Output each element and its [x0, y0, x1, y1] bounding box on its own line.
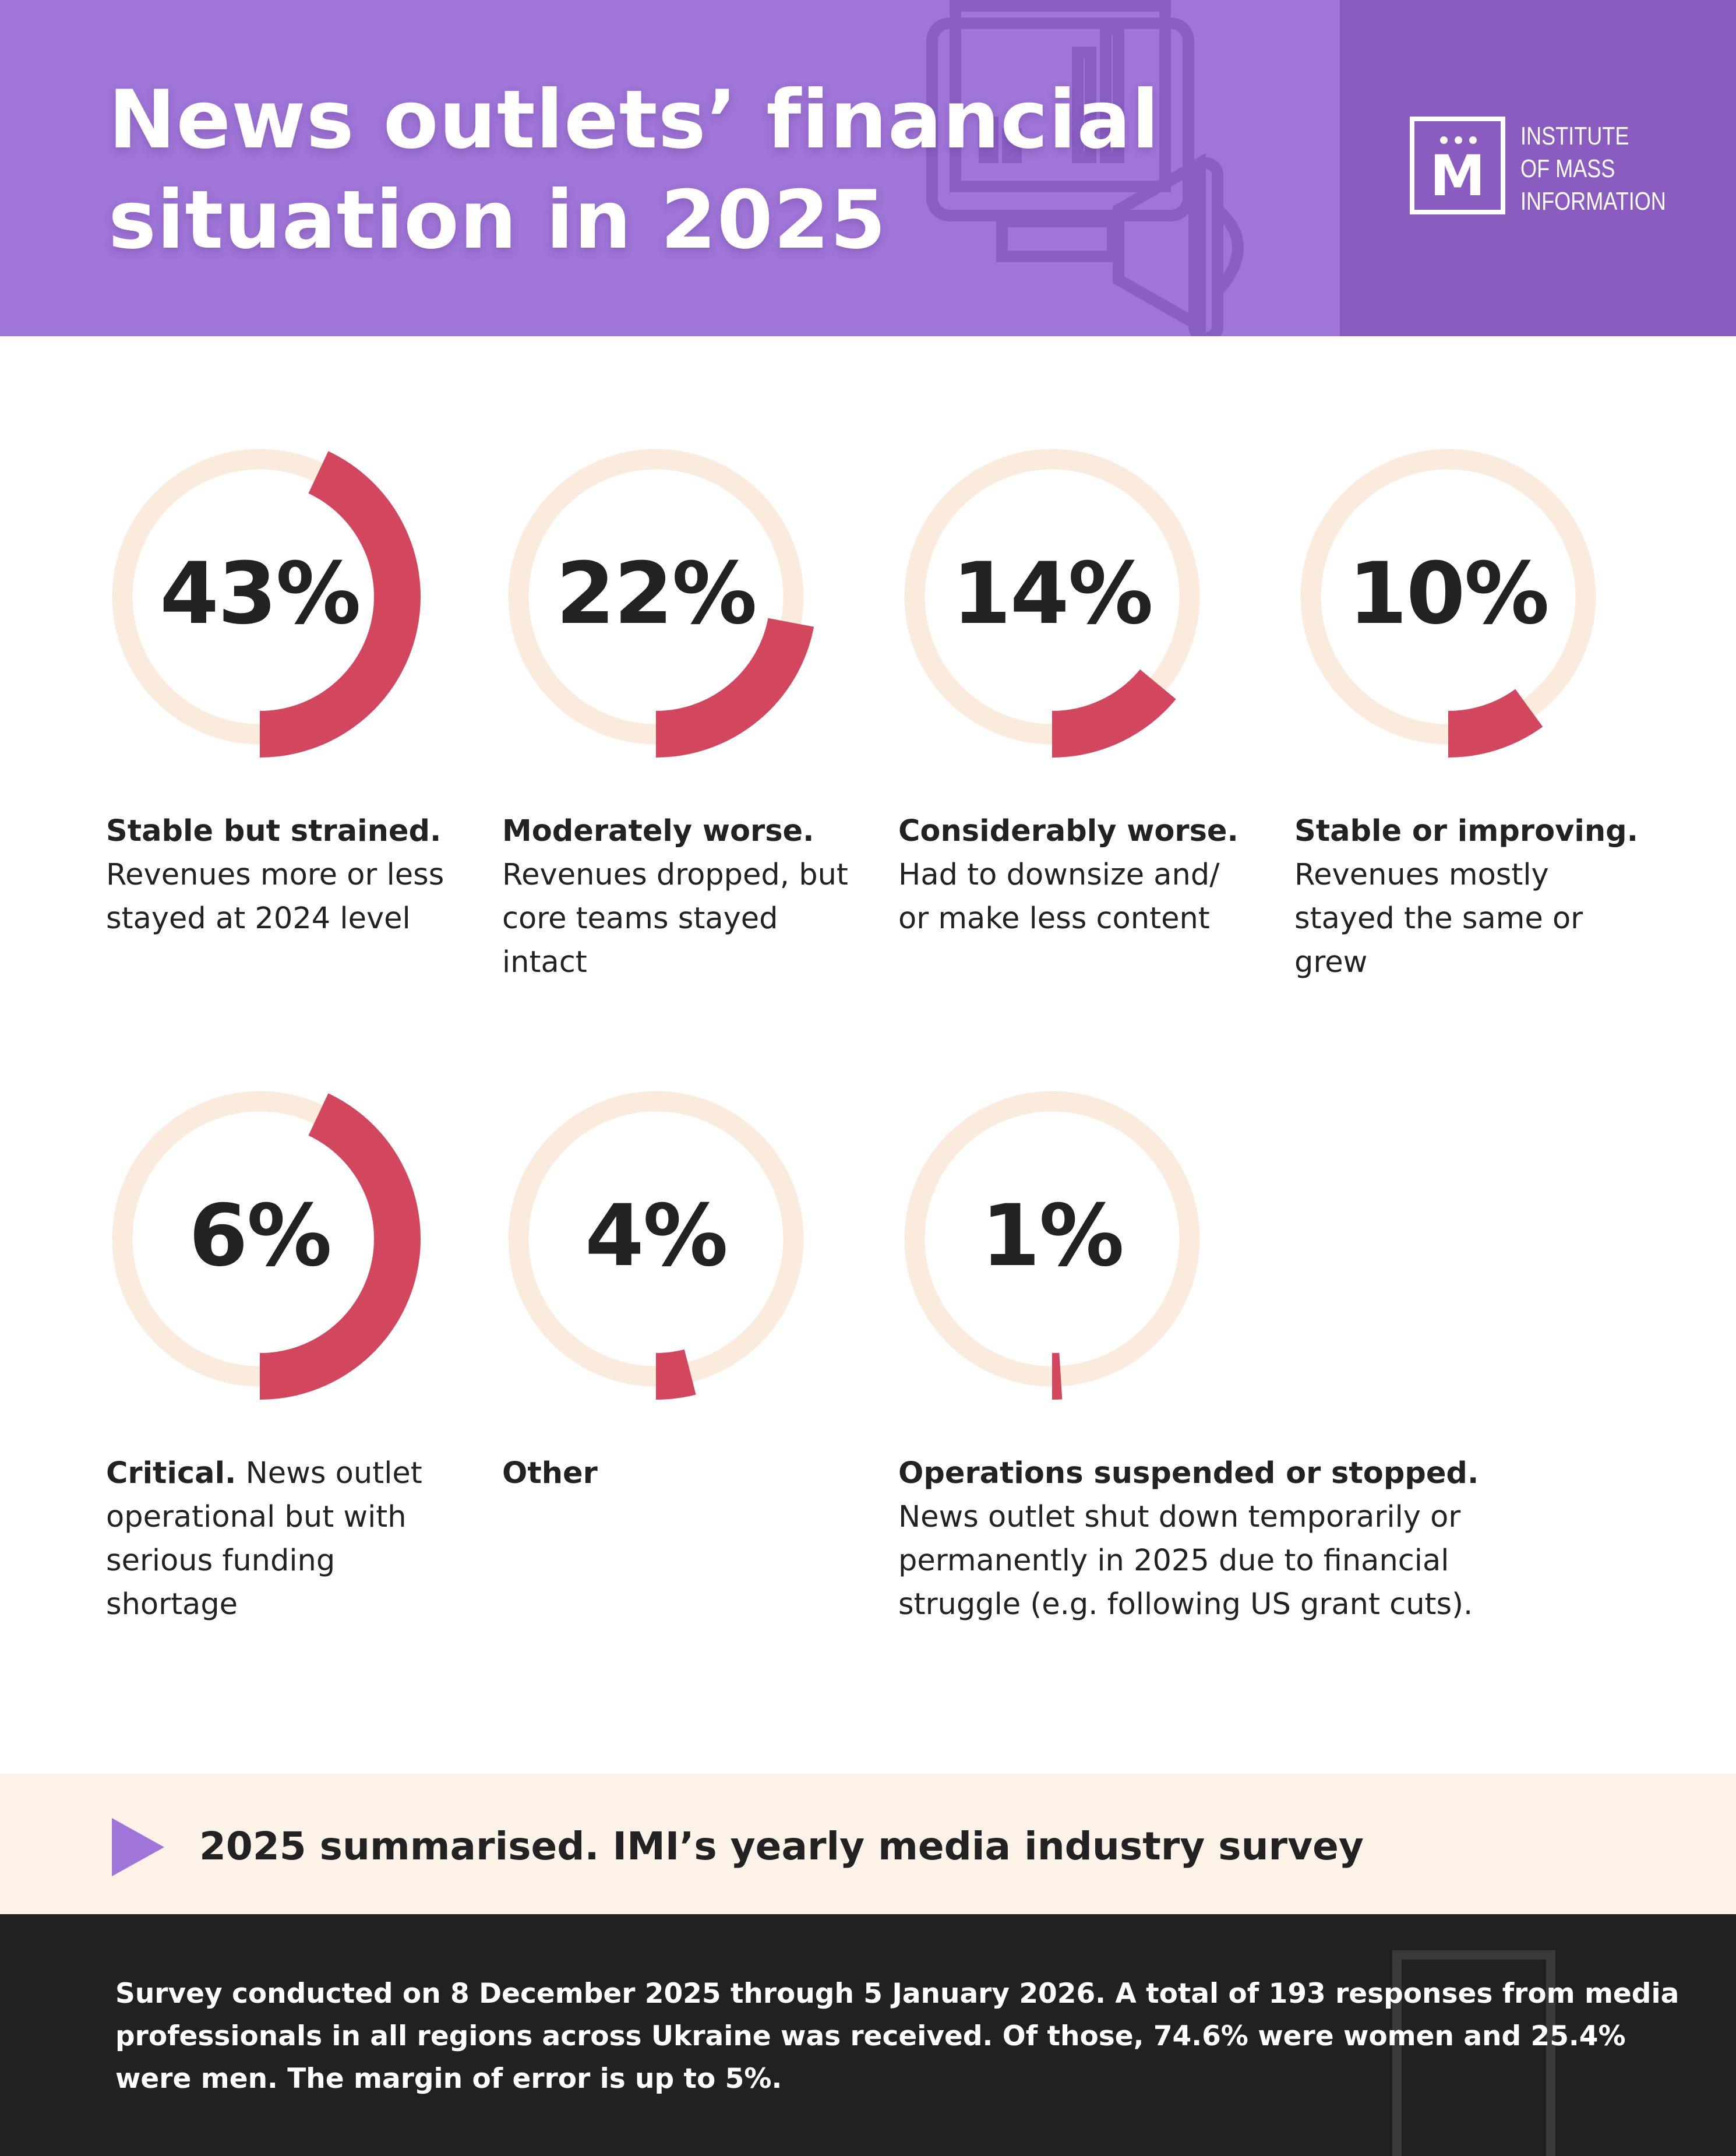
donut-charts: 43% Stable but strained. Revenues more or …: [0, 336, 1736, 1774]
category-title: Critical.: [106, 1456, 237, 1491]
category-description: Other: [502, 1452, 852, 1495]
category-title: Stable or improving.: [1294, 814, 1639, 848]
category-description: Moderately worse. Revenues dropped, but c…: [502, 809, 852, 984]
category-title: Other: [502, 1456, 598, 1491]
imi-logo: M: [1410, 117, 1505, 214]
donut-chart: [508, 449, 814, 758]
category-description: Operations suspended or stopped. News ou…: [898, 1452, 1516, 1626]
donut-value-arc: [1448, 689, 1543, 758]
category-text: Had to downsize and/ or make less conten…: [898, 858, 1220, 936]
title-line-1: News outlets’ financial: [108, 73, 1160, 167]
donut-chart: [904, 449, 1200, 758]
footer-note: Survey conducted on 8 December 2025 thro…: [115, 1978, 1679, 2095]
footer: Survey conducted on 8 December 2025 thro…: [0, 1914, 1736, 2156]
page-title: News outlets’ financial situation in 202…: [108, 70, 1160, 270]
band-heading: 2025 summarised. IMI’s yearly media indu…: [199, 1824, 1364, 1869]
category-title: Moderately worse.: [502, 814, 814, 848]
percent-label: 14%: [952, 544, 1153, 643]
category-title: Operations suspended or stopped.: [898, 1456, 1479, 1491]
percent-label: 4%: [585, 1186, 728, 1285]
donut-chart: [904, 1091, 1200, 1400]
donut-chart: [112, 449, 421, 758]
category-description: Critical. News outlet operational but wi…: [106, 1452, 456, 1626]
logo-letter: M: [1430, 143, 1486, 209]
donut-value-arc: [259, 1093, 421, 1400]
logo-line-2: OF MASS: [1520, 154, 1615, 183]
logo-line-1: INSTITUTE: [1520, 122, 1629, 150]
footer-logo-watermark: [1392, 1950, 1555, 2156]
percent-label: 1%: [981, 1186, 1124, 1285]
percent-label: 6%: [189, 1186, 332, 1285]
donut-chart: [508, 1091, 804, 1400]
category-text: Revenues dropped, but core teams stayed …: [502, 858, 848, 980]
category-description: Stable or improving. Revenues mostly stay…: [1294, 809, 1644, 984]
header: News outlets’ financial situation in 202…: [0, 0, 1736, 336]
category-text: Revenues mostly stayed the same or grew: [1294, 858, 1583, 980]
play-triangle-icon: [112, 1818, 164, 1876]
category-title: Stable but strained.: [106, 814, 442, 848]
percent-label: 43%: [160, 544, 361, 643]
percent-label: 22%: [556, 544, 757, 643]
donut-value-arc: [259, 451, 421, 758]
category-description: Considerably worse. Had to downsize and/ …: [898, 809, 1248, 940]
logo-dots-icon: [1440, 136, 1477, 144]
category-text: News outlet shut down temporarily or per…: [898, 1500, 1473, 1622]
logo-panel: [1340, 0, 1736, 336]
percent-label: 10%: [1348, 544, 1549, 643]
category-text: Revenues more or less stayed at 2024 lev…: [106, 858, 444, 936]
donut-value-arc: [1052, 669, 1176, 758]
category-title: Considerably worse.: [898, 814, 1239, 848]
donut-value-arc: [655, 617, 814, 758]
survey-band: 2025 summarised. IMI’s yearly media indu…: [0, 1774, 1736, 1914]
donut-chart: [1300, 449, 1596, 758]
donut-chart: [112, 1091, 421, 1400]
category-description: Stable but strained. Revenues more or les…: [106, 809, 456, 940]
title-line-2: situation in 2025: [108, 173, 887, 267]
monitor-megaphone-illustration: [926, 0, 1244, 336]
donut-value-arc: [655, 1349, 696, 1400]
logo-line-3: INFORMATION: [1520, 187, 1666, 216]
logo-text: INSTITUTE OF MASS INFORMATION: [1520, 120, 1666, 218]
category-text: News outlet operational but with serious…: [106, 1456, 422, 1622]
